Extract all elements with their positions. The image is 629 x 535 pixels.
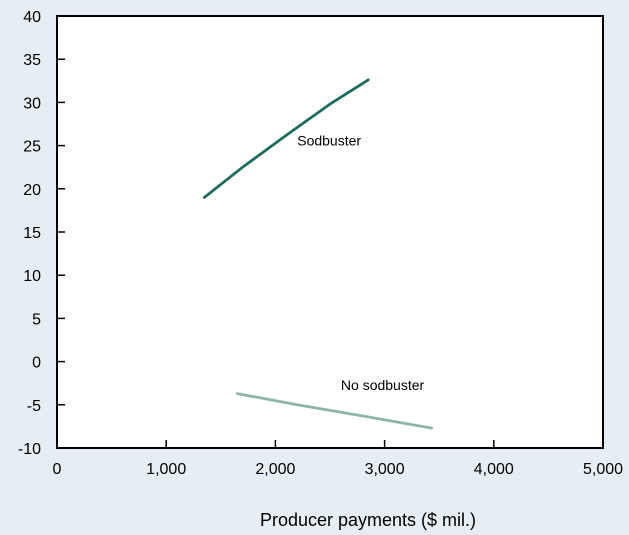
- y-tick-label: -10: [18, 441, 41, 458]
- y-tick-label: 0: [32, 355, 41, 372]
- plot-frame: [56, 15, 604, 449]
- y-tick-label: -5: [27, 398, 41, 415]
- y-tick-label: 15: [23, 225, 41, 242]
- y-tick-label: 35: [23, 52, 41, 69]
- y-tick-label: 10: [23, 268, 41, 285]
- series-line-0: [202, 78, 370, 199]
- series-layer: [202, 78, 434, 430]
- series-label-1: No sodbuster: [341, 377, 425, 393]
- x-tick-label: 1,000: [146, 461, 186, 478]
- series-label-0: Sodbuster: [297, 133, 361, 149]
- x-tick-label: 2,000: [255, 461, 295, 478]
- y-tick-label: 25: [23, 139, 41, 156]
- y-tick-label: 40: [23, 9, 41, 26]
- y-tick-label: 5: [32, 311, 41, 328]
- x-tick-label: 4,000: [474, 461, 514, 478]
- x-tick-label: 0: [53, 461, 62, 478]
- labels-layer: Sodbuster No sodbuster: [297, 133, 424, 394]
- x-tick-label: 5,000: [583, 461, 623, 478]
- x-axis-title: Producer payments ($ mil.): [260, 510, 476, 530]
- x-tick-label: 3,000: [365, 461, 405, 478]
- y-tick-label: 30: [23, 95, 41, 112]
- series-line-1: [235, 392, 434, 430]
- axis-ticks: -10 -5 0 5 10 15 20 25 30 35 40 0 1,000 2,000 3,000 4,0…: [18, 9, 623, 478]
- plot-area: [56, 15, 604, 449]
- y-tick-label: 20: [23, 182, 41, 199]
